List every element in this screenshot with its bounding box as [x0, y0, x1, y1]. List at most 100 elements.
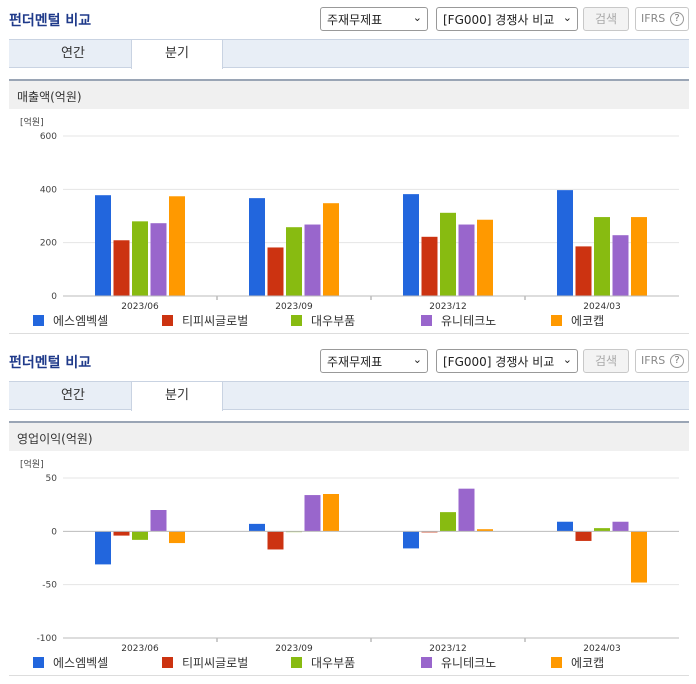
ifrs-help-button[interactable]: IFRS?	[635, 349, 689, 373]
panel-title: 펀더멘털 비교	[9, 13, 92, 29]
statement-select-value: 주재무제표	[327, 355, 383, 369]
bar	[132, 531, 148, 540]
period-tabs: 연간 분기	[9, 39, 689, 69]
bar	[477, 219, 493, 296]
legend-item[interactable]: 에스엠벡셀	[33, 312, 108, 329]
y-unit-label: [억원]	[20, 116, 44, 128]
legend-swatch	[551, 315, 562, 326]
legend-item[interactable]: 유니테크노	[421, 312, 496, 329]
x-tick-label: 2024/03	[583, 302, 620, 309]
legend-item[interactable]: 대우부품	[291, 654, 355, 671]
legend-swatch	[33, 657, 44, 668]
legend-label: 대우부품	[311, 314, 356, 328]
legend-item[interactable]: 에코캡	[551, 312, 604, 329]
help-icon: ?	[670, 12, 684, 26]
panel-header: 펀더멘털 비교 주재무제표 ⌄ [FG000] 경쟁사 비교 ⌄ 검색 IFRS?	[0, 342, 696, 380]
bar	[323, 203, 339, 296]
search-button[interactable]: 검색	[583, 7, 629, 31]
bar	[113, 531, 130, 536]
chevron-down-icon: ⌄	[412, 353, 422, 366]
bar	[132, 221, 148, 296]
legend-label: 유니테크노	[441, 656, 497, 670]
x-tick-label: 2023/06	[121, 644, 159, 651]
ifrs-label: IFRS	[641, 354, 666, 367]
bar	[95, 195, 111, 296]
statement-select[interactable]: 주재무제표 ⌄	[320, 349, 428, 373]
competitor-select-value: [FG000] 경쟁사 비교	[443, 355, 555, 369]
chevron-down-icon: ⌄	[562, 11, 572, 24]
bar	[631, 531, 647, 583]
tab-quarterly[interactable]: 분기	[131, 382, 223, 411]
legend-label: 에코캡	[571, 656, 605, 670]
legend-swatch	[291, 315, 302, 326]
legend-swatch	[162, 657, 173, 668]
x-tick-label: 2023/12	[429, 302, 466, 309]
statement-select[interactable]: 주재무제표 ⌄	[320, 7, 428, 31]
legend-item[interactable]: 에스엠벡셀	[33, 654, 108, 671]
bar	[557, 190, 573, 296]
tab-annual[interactable]: 연간	[61, 46, 85, 61]
bar	[557, 521, 573, 532]
legend-label: 티피씨글로벌	[182, 656, 249, 670]
tab-annual[interactable]: 연간	[61, 388, 85, 403]
panel-header: 펀더멘털 비교 주재무제표 ⌄ [FG000] 경쟁사 비교 ⌄ 검색 IFRS?	[0, 0, 696, 38]
bar	[594, 217, 610, 296]
help-icon: ?	[670, 354, 684, 368]
bar	[150, 223, 167, 296]
bar	[304, 495, 321, 532]
competitor-select[interactable]: [FG000] 경쟁사 비교 ⌄	[436, 349, 578, 373]
competitor-select-value: [FG000] 경쟁사 비교	[443, 13, 555, 27]
y-tick-label: 200	[40, 239, 57, 249]
competitor-select[interactable]: [FG000] 경쟁사 비교 ⌄	[436, 7, 578, 31]
legend-label: 티피씨글로벌	[182, 314, 249, 328]
legend-item[interactable]: 티피씨글로벌	[162, 312, 248, 329]
ifrs-help-button[interactable]: IFRS?	[635, 7, 689, 31]
chevron-down-icon: ⌄	[562, 353, 572, 366]
bar	[267, 531, 284, 550]
bar	[304, 224, 321, 296]
bar	[249, 198, 265, 296]
legend-swatch	[421, 657, 432, 668]
section-title: 매출액(억원)	[17, 90, 82, 104]
legend-item[interactable]: 대우부품	[291, 312, 355, 329]
bar-chart: [억원] 0 200 400 600 2023/06 2023/09 2023/12 2024/…	[20, 116, 679, 312]
bar	[477, 529, 493, 532]
y-tick-label: 0	[51, 292, 57, 302]
bar	[150, 510, 167, 532]
search-button[interactable]: 검색	[583, 349, 629, 373]
y-tick-label: -50	[42, 581, 57, 591]
legend-label: 에스엠벡셀	[53, 314, 109, 328]
legend-item[interactable]: 티피씨글로벌	[162, 654, 248, 671]
chart-legend: 에스엠벡셀 티피씨글로벌 대우부품 유니테크노 에코캡	[9, 654, 689, 672]
bar	[286, 227, 302, 296]
section-header: 영업이익(억원)	[9, 421, 689, 451]
y-tick-label: 0	[51, 527, 57, 537]
legend-swatch	[162, 315, 173, 326]
tab-quarterly[interactable]: 분기	[131, 40, 223, 69]
legend-item[interactable]: 유니테크노	[421, 654, 496, 671]
y-tick-label: 600	[40, 132, 57, 142]
section-header: 매출액(억원)	[9, 79, 689, 109]
bar	[612, 521, 629, 532]
bar	[594, 528, 610, 532]
chart-area: [억원] 0 200 400 600 2023/06 2023/09 2023/12 2024/…	[9, 109, 689, 334]
bar	[440, 212, 456, 296]
y-tick-label: 400	[40, 185, 57, 195]
bar	[612, 235, 629, 296]
x-tick-label: 2023/09	[275, 644, 313, 651]
x-tick-label: 2024/03	[583, 644, 620, 651]
x-tick-label: 2023/12	[429, 644, 466, 651]
bar-chart: [억원] -100 -50 0 50 2023/06 2023/09 2023/12 2024/…	[20, 458, 679, 654]
fundamental-panel-operating-profit: 펀더멘털 비교 주재무제표 ⌄ [FG000] 경쟁사 비교 ⌄ 검색 IFRS? …	[0, 342, 696, 684]
legend-label: 유니테크노	[441, 314, 497, 328]
ifrs-label: IFRS	[641, 12, 666, 25]
chart-area: [억원] -100 -50 0 50 2023/06 2023/09 2023/12 2024/…	[9, 451, 689, 676]
legend-label: 에스엠벡셀	[53, 656, 109, 670]
section-title: 영업이익(억원)	[17, 432, 93, 446]
legend-item[interactable]: 에코캡	[551, 654, 604, 671]
statement-select-value: 주재무제표	[327, 13, 383, 27]
bar	[421, 531, 438, 533]
legend-swatch	[33, 315, 44, 326]
y-unit-label: [억원]	[20, 458, 44, 470]
bar	[440, 512, 456, 532]
